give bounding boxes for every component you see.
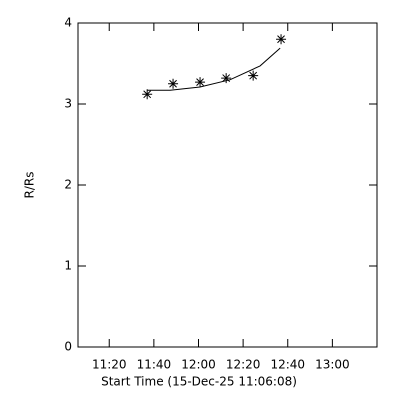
x-tick-label: 11:40 — [137, 358, 172, 372]
asterisk-marker — [276, 34, 287, 45]
y-tick-label: 3 — [64, 97, 72, 111]
x-tick-label: 12:40 — [270, 358, 305, 372]
asterisk-marker — [142, 89, 153, 100]
asterisk-marker — [195, 77, 206, 88]
y-tick-label: 4 — [64, 16, 72, 30]
x-tick-label: 12:00 — [181, 358, 216, 372]
y-tick-label: 2 — [64, 178, 72, 192]
y-tick-label: 1 — [64, 259, 72, 273]
asterisk-marker — [168, 78, 179, 89]
fit-line — [147, 47, 281, 91]
x-axis-label: Start Time (15-Dec-25 11:06:08) — [101, 375, 297, 389]
x-tick-label: 13:00 — [315, 358, 350, 372]
asterisk-marker — [221, 73, 232, 84]
plot-frame — [77, 22, 378, 348]
x-tick-label: 11:20 — [92, 358, 127, 372]
y-tick-label: 0 — [64, 340, 72, 354]
x-tick-label: 12:20 — [226, 358, 261, 372]
y-axis-label: R/Rs — [23, 172, 37, 199]
asterisk-marker — [248, 70, 259, 81]
